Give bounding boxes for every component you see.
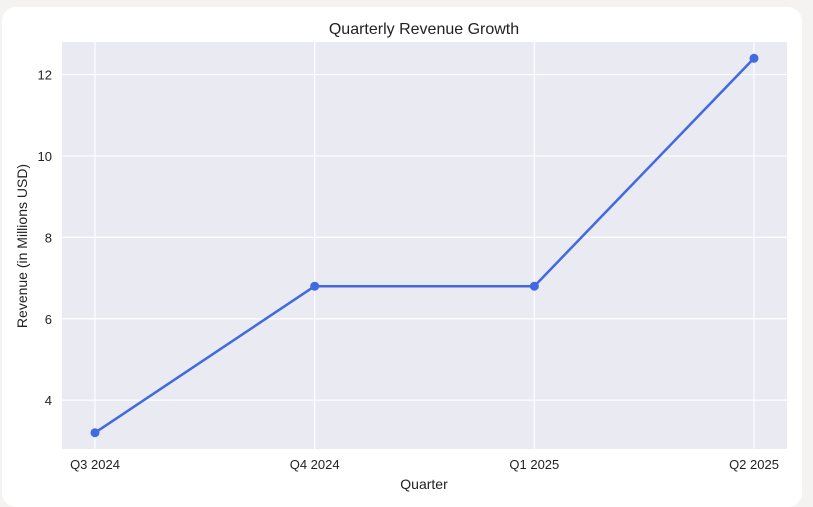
y-tick-label: 10: [38, 149, 52, 164]
x-tick-label: Q1 2025: [509, 457, 559, 472]
x-tick-label: Q3 2024: [70, 457, 120, 472]
series-group: [90, 53, 759, 438]
y-axis-label: Revenue (in Millions USD): [14, 164, 30, 328]
x-axis-ticks: Q3 2024 Q4 2024 Q1 2025 Q2 2025: [70, 457, 779, 472]
data-point: [90, 428, 100, 438]
data-point: [529, 281, 539, 291]
x-tick-label: Q2 2025: [729, 457, 779, 472]
data-point: [749, 53, 759, 63]
x-axis-label: Quarter: [400, 476, 448, 492]
y-tick-label: 12: [38, 68, 52, 83]
series-line: [94, 57, 755, 434]
x-tick-label: Q4 2024: [290, 457, 340, 472]
y-axis-ticks: 4 6 8 10 12: [38, 68, 52, 409]
chart-title: Quarterly Revenue Growth: [329, 21, 519, 38]
y-tick-label: 8: [45, 230, 52, 245]
line-chart: Quarterly Revenue Growth 4 6 8 10 12 Q3 2024…: [14, 21, 787, 492]
y-tick-label: 4: [45, 393, 52, 408]
plot-area: [62, 42, 787, 449]
grid-lines: [62, 42, 787, 449]
data-point: [310, 281, 320, 291]
y-tick-label: 6: [45, 312, 52, 327]
